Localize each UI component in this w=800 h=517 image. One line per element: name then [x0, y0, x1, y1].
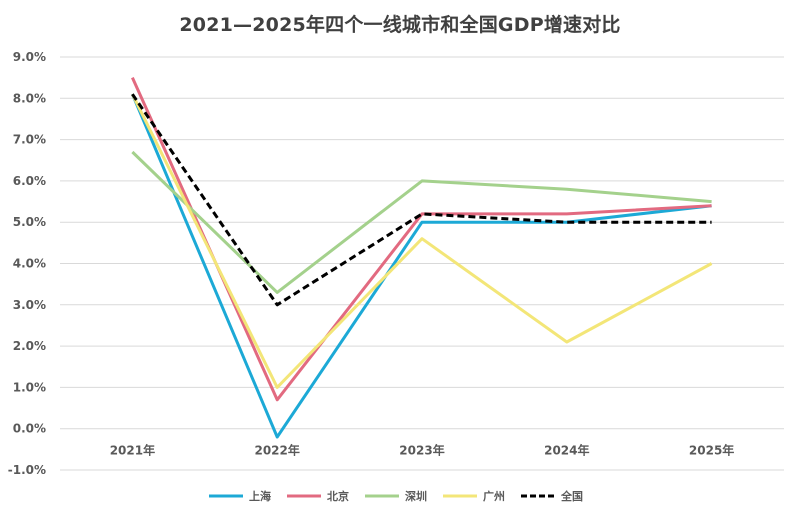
- gridlines: [60, 56, 784, 471]
- y-tick-label: 0.0%: [13, 422, 46, 436]
- y-tick-label: 4.0%: [13, 257, 46, 271]
- series-lines: [131, 76, 713, 439]
- legend: 上海 北京 深圳 广州 全国: [209, 489, 583, 503]
- y-axis-tick-labels: -1.0% 0.0% 1.0% 2.0% 3.0% 4.0% 5.0% 6.0% 7.0% 8.0…: [8, 50, 46, 477]
- legend-label: 全国: [560, 489, 583, 503]
- series-line: [131, 93, 712, 439]
- x-tick-label: 2025年: [689, 443, 734, 458]
- legend-label: 广州: [483, 489, 505, 503]
- y-tick-label: 6.0%: [13, 174, 46, 188]
- series-line: [131, 93, 713, 389]
- x-tick-label: 2023年: [399, 443, 444, 458]
- y-tick-label: 3.0%: [13, 298, 46, 312]
- chart-title: 2021—2025年四个一线城市和全国GDP增速对比: [179, 14, 621, 36]
- x-tick-label: 2021年: [110, 443, 155, 458]
- x-tick-label: 2024年: [544, 443, 589, 458]
- legend-label: 北京: [327, 489, 349, 503]
- x-tick-label: 2022年: [254, 443, 299, 458]
- y-tick-label: 8.0%: [13, 91, 46, 105]
- y-tick-label: 5.0%: [13, 215, 46, 229]
- y-tick-label: -1.0%: [8, 463, 46, 477]
- legend-label: 深圳: [405, 489, 427, 503]
- series-line: [131, 150, 712, 294]
- legend-label: 上海: [249, 489, 271, 503]
- y-tick-label: 9.0%: [13, 50, 46, 64]
- y-tick-label: 2.0%: [13, 339, 46, 353]
- y-tick-label: 1.0%: [13, 380, 46, 394]
- x-axis-tick-labels: 2021年 2022年 2023年 2024年 2025年: [110, 443, 735, 458]
- series-line: [131, 93, 712, 307]
- y-tick-label: 7.0%: [13, 133, 46, 147]
